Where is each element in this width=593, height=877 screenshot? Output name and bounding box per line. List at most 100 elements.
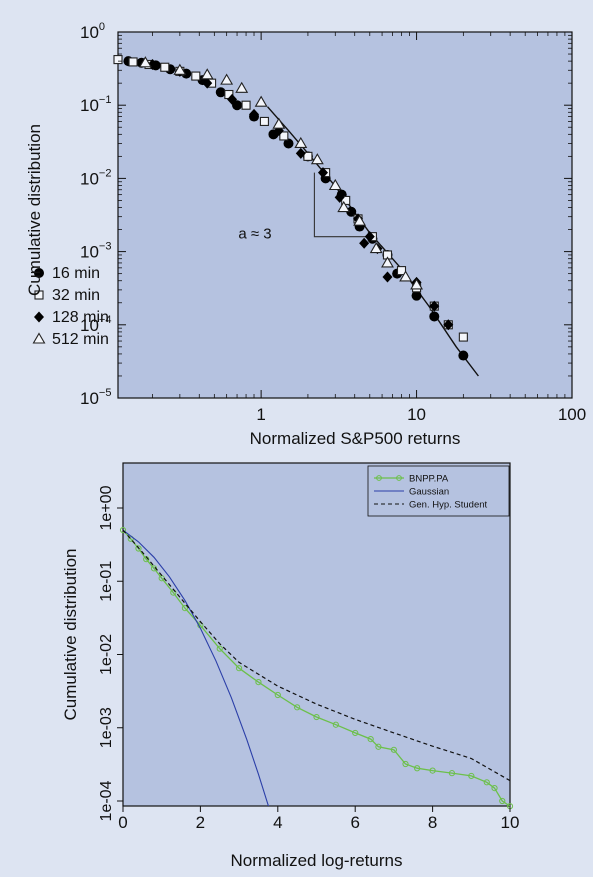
diamond-point <box>429 300 440 312</box>
circle-point <box>283 138 294 149</box>
bnpp-point <box>181 604 189 612</box>
triangle-point <box>369 241 383 254</box>
square-point <box>160 62 170 72</box>
bnpp-point <box>429 767 436 774</box>
legend-label: Gaussian <box>409 487 449 498</box>
slope-triangle-group <box>313 172 377 238</box>
triangle-point <box>220 73 234 85</box>
circle-point <box>429 311 440 322</box>
y-tick-exponent: −5 <box>99 387 112 399</box>
diamond-point <box>227 93 238 105</box>
x-tick-label: 0 <box>118 813 127 832</box>
legend-2: BNPP.PA Gaussian Gen. Hyp. Student <box>367 465 510 517</box>
x-tick-label: 10 <box>501 813 520 832</box>
diamond-point <box>382 271 393 283</box>
circle-point <box>458 350 469 361</box>
legend-1: 16 min 32 min 128 min 512 min <box>32 265 109 348</box>
bnpp-point <box>367 735 374 743</box>
triangle-point <box>235 81 249 93</box>
x-tick-label: 4 <box>273 813 282 832</box>
chart-bnpp: 0 2 4 6 8 10 1e+00 1e-01 1e-02 1e-03 1e-04 BNPP.PA… <box>61 462 519 870</box>
series-lines-2 <box>119 526 514 810</box>
y-axis-label-2: Cumulative distribution <box>61 549 80 721</box>
legend-marker-circle <box>34 268 44 278</box>
triangle-point <box>173 63 187 75</box>
legend-point-bnpp <box>376 475 382 481</box>
legend-point-bnpp <box>396 475 402 481</box>
circle-point <box>215 87 226 98</box>
diamond-point <box>202 77 213 89</box>
bnpp-point <box>448 770 456 777</box>
bnpp-point <box>274 691 281 699</box>
square-point <box>113 55 123 65</box>
plot-area-1 <box>117 31 573 399</box>
legend-label: 16 min <box>52 265 100 282</box>
y-tick-label: 1e-04 <box>98 780 115 821</box>
series-bnpp <box>119 526 514 810</box>
y-tick-label: 1e+00 <box>98 485 115 530</box>
axis-ticks-2: 0 2 4 6 8 10 1e+00 1e-01 1e-02 1e-03 1e-04 <box>98 485 519 832</box>
legend-marker-triangle <box>32 332 46 344</box>
bnpp-point <box>332 721 339 728</box>
y-tick-label: 1e-03 <box>98 707 115 748</box>
series-marks-1 <box>113 55 469 361</box>
x-tick-label: 6 <box>350 813 359 832</box>
y-tick-label: 1e-01 <box>98 561 115 602</box>
bnpp-point <box>294 704 301 711</box>
legend-marker-square <box>34 290 44 300</box>
triangle-point <box>399 270 413 282</box>
y-tick-exponent: −2 <box>99 167 112 179</box>
x-tick-label: 100 <box>558 405 586 424</box>
triangle-point <box>272 117 286 129</box>
gaussian-line <box>123 529 270 806</box>
bnpp-point <box>468 772 475 780</box>
y-tick-exponent: −4 <box>99 314 112 326</box>
square-point <box>191 71 201 81</box>
triangle-point <box>138 56 152 68</box>
student-line <box>122 529 511 782</box>
y-tick-exponent: −3 <box>99 241 112 253</box>
y-tick-label: 100 <box>80 21 105 42</box>
x-tick-label: 10 <box>407 405 426 424</box>
legend-marker-diamond <box>34 311 44 323</box>
triangle-point <box>254 95 268 107</box>
square-point <box>128 57 138 67</box>
bnpp-point <box>390 746 397 753</box>
x-tick-label: 2 <box>196 813 205 832</box>
circle-point <box>411 290 422 301</box>
square-point <box>259 116 269 126</box>
y-axis-label-1: Cumulative distribution <box>25 124 44 296</box>
bnpp-point <box>375 743 382 750</box>
bnpp-point <box>491 785 498 792</box>
x-axis-label-2: Normalized log-returns <box>231 851 403 870</box>
bnpp-point <box>414 765 421 772</box>
bnpp-point <box>352 729 359 737</box>
bnpp-point <box>119 526 127 534</box>
diamond-point <box>364 231 375 243</box>
bnpp-point <box>483 779 490 786</box>
legend-label: 128 min <box>52 309 109 326</box>
triangle-point <box>337 200 351 213</box>
triangle-point <box>381 256 394 268</box>
square-point <box>458 332 468 342</box>
bnpp-point <box>216 645 223 652</box>
bnpp-point <box>402 760 409 768</box>
x-axis-label-1: Normalized S&P500 returns <box>250 429 461 448</box>
diamond-point <box>359 237 370 249</box>
bnpp-point <box>313 713 320 721</box>
x-tick-label: 1 <box>256 405 265 424</box>
triangle-point <box>328 178 342 191</box>
bnpp-line <box>122 529 511 807</box>
bnpp-point <box>499 797 506 805</box>
x-tick-label: 8 <box>428 813 437 832</box>
square-point <box>303 151 313 161</box>
bnpp-point <box>236 665 243 672</box>
y-tick-label: 1e-02 <box>98 634 115 675</box>
series-triangle <box>138 56 424 290</box>
square-point <box>279 131 289 141</box>
legend-label: BNPP.PA <box>409 474 449 485</box>
slope-annotation: a ≈ 3 <box>238 226 271 243</box>
bnpp-point <box>135 545 142 552</box>
